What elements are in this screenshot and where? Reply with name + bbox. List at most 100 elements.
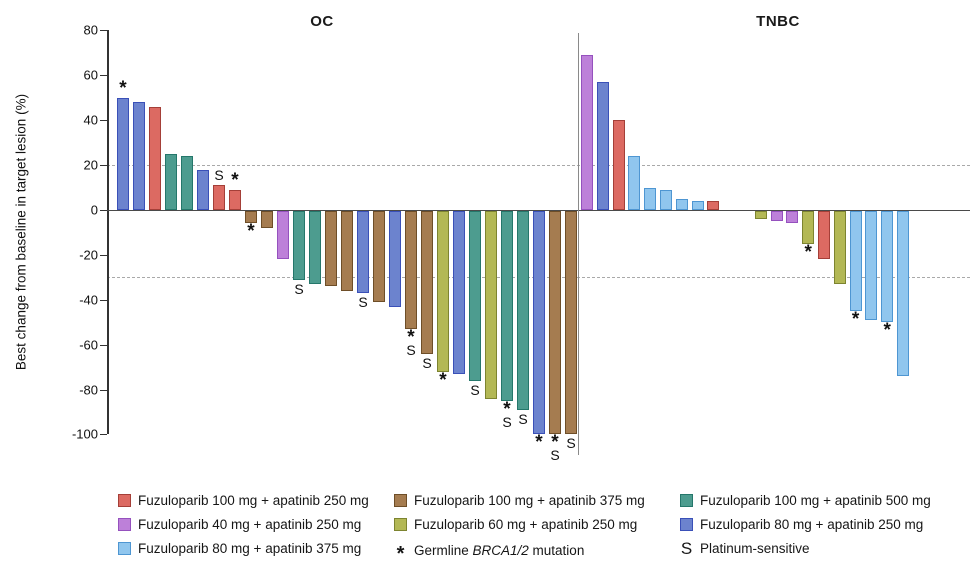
bar [469,211,481,381]
bar [517,211,529,410]
bar [644,187,657,210]
platinum-sensitive-marker: S [550,447,560,464]
marker-stack: S [211,166,227,182]
platinum-sensitive-marker: S [470,381,480,398]
marker-stack: S [419,356,435,370]
bar [533,211,545,435]
y-axis-tick [100,30,107,32]
bar [341,211,353,291]
marker-stack: * [243,221,259,243]
germline-brca-marker: * [883,320,891,342]
platinum-sensitive-marker: S [214,167,224,184]
y-axis-tick [100,165,107,167]
legend-item: * Germline BRCA1/2 mutation [394,541,585,565]
y-axis-tick [100,210,107,211]
legend-swatch-brown [394,494,407,507]
marker-stack: * [531,432,547,454]
panel-divider [578,33,579,455]
bar [818,211,830,260]
bar [897,211,909,377]
y-axis-tick-label: -20 [79,247,98,263]
legend-swatch-olive [394,518,407,531]
bar [549,211,561,435]
germline-brca-marker: * [407,326,415,348]
legend-swatch-red [118,494,131,507]
bar [373,211,385,303]
y-axis-tick-label: -80 [79,382,98,398]
marker-stack: * S [403,326,419,357]
marker-stack: S [563,436,579,450]
bar [133,102,145,210]
y-axis-tick-label: -60 [79,337,98,353]
legend-item: S Platinum-sensitive [680,539,810,558]
panel-title-tnbc: TNBC [756,13,800,30]
marker-stack: * [435,369,451,391]
legend-item: Fuzuloparib 80 mg + apatinib 250 mg [680,517,923,532]
bar [325,211,337,287]
bar [802,211,815,244]
bar [881,211,894,323]
legend-swatch-purple [118,518,131,531]
y-axis-tick-label: 40 [83,112,98,128]
bar [309,211,321,285]
legend-swatch-blue [680,518,693,531]
legend-item: Fuzuloparib 100 mg + apatinib 375 mg [394,493,645,508]
y-axis-tick [100,120,107,122]
legend-item: Fuzuloparib 100 mg + apatinib 250 mg [118,493,369,508]
bar [485,211,497,399]
germline-brca-marker: * [551,432,559,454]
legend-label: Platinum-sensitive [700,541,810,556]
bar [261,211,273,228]
platinum-sensitive-marker: S [502,413,512,430]
platinum-sensitive-marker: S [294,280,304,297]
germline-brca-marker: * [804,241,812,263]
y-axis-tick [100,344,107,346]
bar [754,211,767,219]
bar [833,211,846,285]
marker-stack: S [515,412,531,426]
marker-stack: * [879,320,895,342]
bar [581,55,593,210]
bar [707,201,720,210]
bar [865,211,878,320]
y-axis-tick [100,389,107,391]
y-axis-tick [100,434,107,436]
legend-swatch-lightblue [118,542,131,555]
y-axis-tick-label: -40 [79,292,98,308]
legend-label: Fuzuloparib 40 mg + apatinib 250 mg [138,517,362,532]
bar [405,211,417,329]
bar [245,211,257,224]
bar [675,198,688,210]
bar [628,156,641,210]
legend-label: Germline BRCA1/2 mutation [414,542,585,558]
marker-stack: * S [499,400,515,430]
y-axis-label: Best change from baseline in target lesi… [13,93,29,371]
marker-stack: * [848,308,864,330]
marker-stack: * [800,241,816,263]
legend-label: Fuzuloparib 100 mg + apatinib 250 mg [138,493,369,508]
legend-label: Fuzuloparib 60 mg + apatinib 250 mg [414,517,638,532]
legend-item: Fuzuloparib 40 mg + apatinib 250 mg [118,517,361,532]
germline-brca-marker: * [535,432,543,454]
germline-brca-marker: * [231,169,239,191]
germline-brca-marker: * [439,369,447,391]
y-axis-tick [100,75,107,77]
bar [277,211,289,260]
legend-label: Fuzuloparib 80 mg + apatinib 250 mg [700,517,924,532]
bar [149,106,161,210]
bar [117,97,129,210]
marker-stack: S [291,280,307,297]
bar [437,211,449,372]
bar [691,201,704,210]
bar [421,211,433,354]
legend-item: Fuzuloparib 80 mg + apatinib 375 mg [118,541,361,556]
germline-brca-marker: * [247,221,255,243]
marker-stack: * S [547,432,563,464]
bar [501,211,513,401]
legend-swatch-teal [680,494,693,507]
bar [453,211,465,374]
platinum-sensitive-marker: S [680,539,693,558]
germline-brca-marker: * [396,543,405,565]
germline-brca-marker: * [851,308,860,330]
